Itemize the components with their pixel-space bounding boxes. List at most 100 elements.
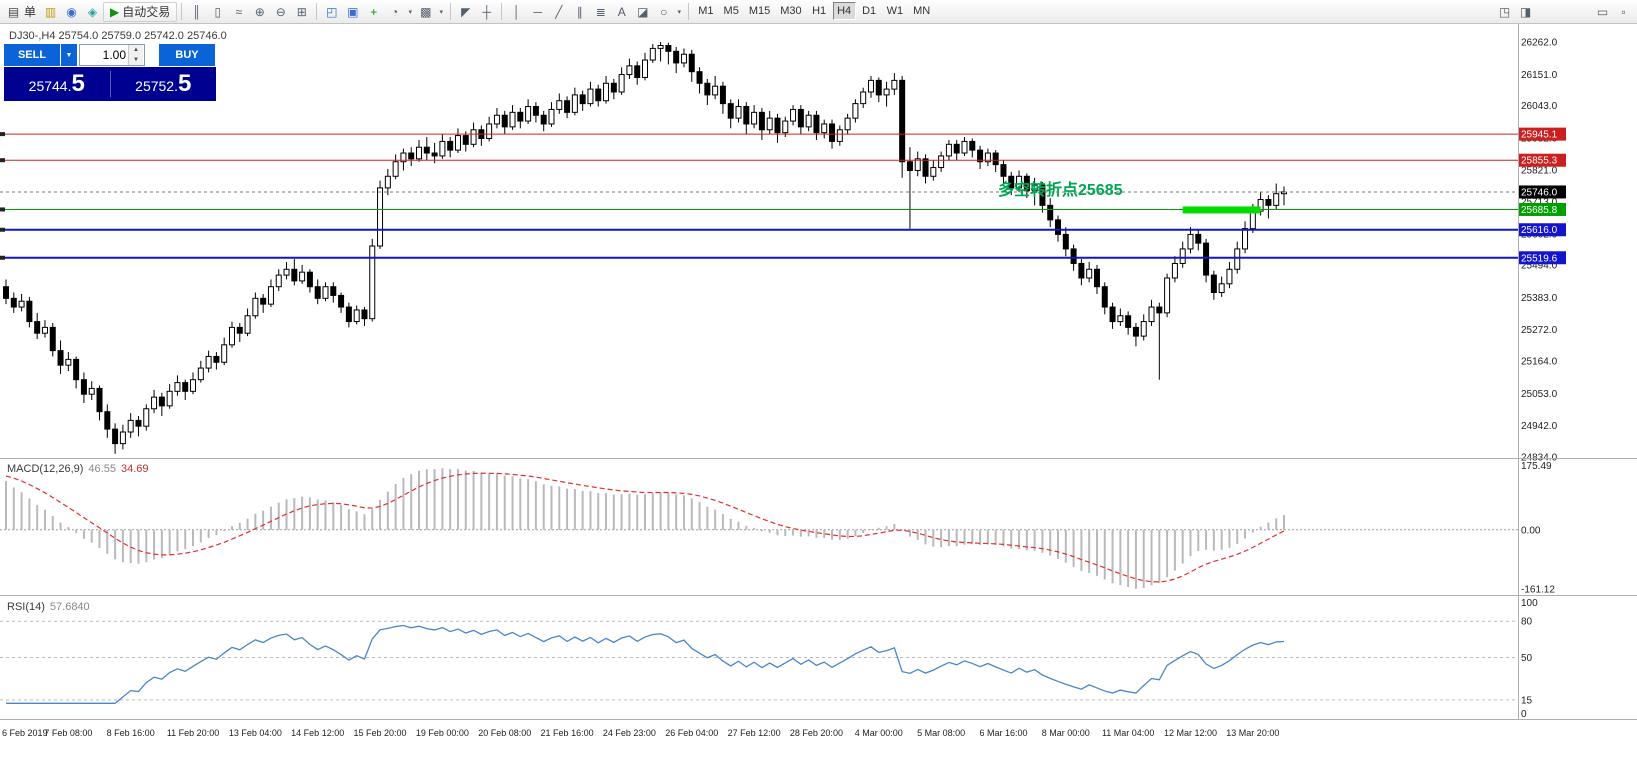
auto-trading-button[interactable]: ▶ 自动交易 [103,1,178,22]
periods-dropdown-icon[interactable]: ▾ [408,8,413,16]
timeframe-M1[interactable]: M1 [698,5,714,18]
market-watch-icon[interactable]: ◈ [87,4,98,19]
window-panel-icon[interactable]: ◨ [1519,4,1532,19]
sell-price[interactable]: 25744. 5 [4,72,110,96]
timeframe-D1[interactable]: D1 [862,5,877,18]
bar-chart-icon[interactable]: ║ [192,4,202,19]
candle [1249,210,1256,230]
sell-price-big-digit: 5 [71,70,85,97]
fibonacci-icon[interactable]: ≣ [595,4,606,19]
timeframe-M15[interactable]: M15 [748,5,771,18]
price-tag-25616.0 [1518,223,1566,237]
time-axis-label: 7 Feb 08:00 [44,728,92,738]
timeframe-MN[interactable]: MN [913,5,931,18]
candle [228,326,235,346]
label-tool-icon[interactable]: ◪ [637,4,649,19]
candle [626,65,633,76]
docking-icon[interactable]: ▭ [1596,4,1609,19]
candle [1203,242,1210,276]
zoom-out-icon[interactable]: ⊖ [275,4,286,19]
candle [805,114,812,128]
toolbar-separator [501,3,503,20]
volume-up-icon[interactable]: ▲ [129,45,143,55]
candle [205,355,212,369]
candle [135,419,142,427]
price-divider [109,71,111,97]
window-restore-icon[interactable]: ◳ [1498,4,1511,19]
channel-icon[interactable]: ∥ [576,4,583,19]
hline-anchor [0,132,5,137]
new-order-label[interactable]: 单 [24,5,37,19]
horizontal-line-icon[interactable]: ─ [533,4,543,19]
price-axis-label: 25164.0 [1521,357,1558,368]
templates-dropdown-icon[interactable]: ▾ [439,8,444,16]
trendline-icon[interactable]: ╱ [555,4,563,19]
price-axis-label: 25383.0 [1521,293,1558,304]
buy-price[interactable]: 25752. 5 [111,72,217,96]
rsi-value: 57.6840 [49,601,90,613]
periods-icon[interactable]: ◔ [391,4,399,19]
zoom-in-icon[interactable]: ⊕ [254,4,265,19]
candle [1109,306,1116,323]
profiles-icon[interactable]: ◉ [66,4,77,19]
candle [735,106,742,119]
candle [1062,233,1069,250]
templates-icon[interactable]: ▩ [420,4,432,19]
text-tool-icon[interactable]: A [617,4,626,19]
add-indicator-icon[interactable]: + [370,4,378,19]
order-type-dropdown[interactable]: ▼ [61,44,77,66]
candle [867,79,874,93]
candle [914,158,921,171]
shapes-icon[interactable]: ○ [660,4,668,19]
candle [96,387,103,413]
tile-windows-icon[interactable]: ⊞ [296,4,307,19]
candle [470,129,477,145]
hline-anchor [0,227,5,232]
timeframe-M5[interactable]: M5 [723,5,739,18]
timeframe-M30[interactable]: M30 [780,5,802,18]
vertical-line-icon[interactable]: │ [513,4,521,19]
auto-scroll-icon[interactable]: ◰ [326,4,338,19]
price-axis-label: 26151.0 [1521,70,1558,81]
crosshair-icon[interactable]: ┼ [482,4,492,19]
rsi-line [6,624,1285,704]
candle [1164,277,1171,314]
candle [1047,204,1054,221]
cursor-icon[interactable]: ◤ [461,4,471,19]
candle [486,123,493,139]
volume-down-icon[interactable]: ▼ [129,55,143,65]
shapes-dropdown-icon[interactable]: ▾ [677,8,682,16]
volume-stepper: ▲ ▼ [128,45,143,65]
annotation-text[interactable]: 多空转折点25685 [998,182,1123,199]
candle [517,111,524,122]
buy-button[interactable]: BUY [159,44,215,66]
timeframe-H1[interactable]: H1 [812,5,827,18]
hline-anchor [0,207,5,212]
candle [953,143,960,154]
timeframe-W1[interactable]: W1 [886,5,904,18]
candle [875,79,882,96]
new-order-icon[interactable]: ▤ [7,4,20,19]
macd-axis-label: 175.49 [1521,461,1552,472]
candle [174,382,181,392]
buy-price-main: 25752. [135,78,178,94]
sell-button[interactable]: SELL [4,44,60,66]
highlight-zone[interactable] [1182,206,1261,214]
candle [49,326,56,352]
candle [88,387,95,395]
candle [883,88,890,96]
layout-icon[interactable]: ▫ [1621,4,1626,19]
timeframe-H4[interactable]: H4 [832,2,856,21]
chart-shift-icon[interactable]: ▣ [347,4,359,19]
price-axis-label: 25821.0 [1521,166,1558,177]
buy-price-big-digit: 5 [177,70,192,97]
price-chart[interactable]: 26262.026151.026043.025932.025821.025713… [0,24,1637,774]
volume-input[interactable] [80,45,128,65]
charts-icon[interactable]: ▥ [44,4,57,19]
candle [1210,274,1217,294]
candle [688,53,695,73]
time-axis-label: 11 Feb 20:00 [167,728,219,738]
line-chart-icon[interactable]: ≈ [235,4,243,19]
candlestick-chart-icon[interactable]: ▯ [214,4,222,19]
